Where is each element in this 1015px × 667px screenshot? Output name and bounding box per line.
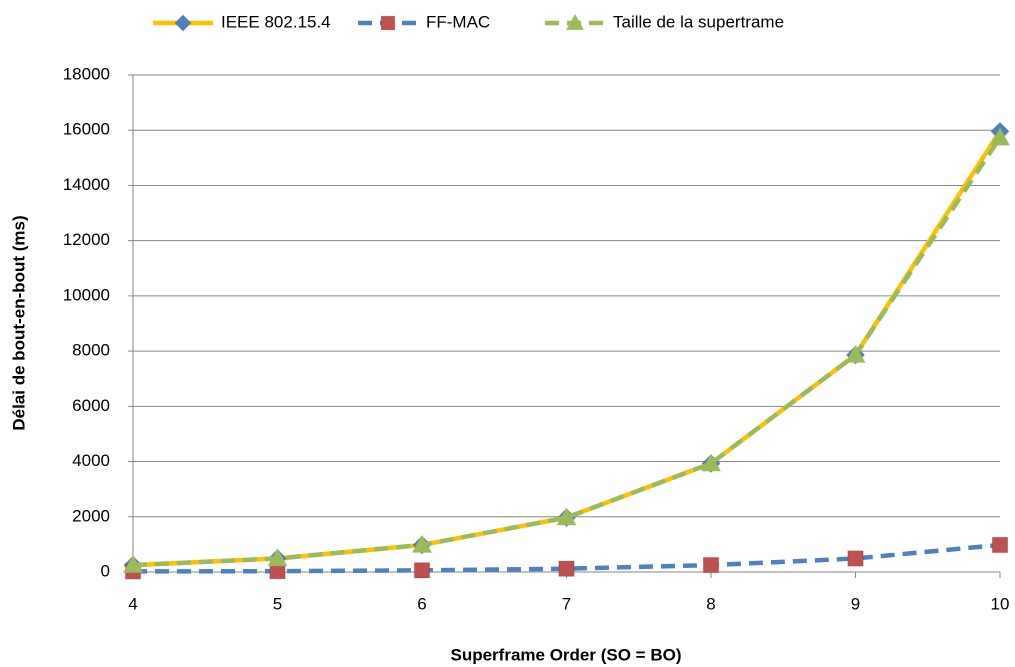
y-tick-label: 8000 <box>72 341 110 360</box>
marker <box>990 127 1010 146</box>
series-line <box>132 130 1002 568</box>
y-tick-label: 16000 <box>63 120 110 139</box>
x-tick-label: 5 <box>273 594 282 613</box>
marker <box>847 550 864 567</box>
y-tick-label: 6000 <box>72 396 110 415</box>
x-tick-label: 6 <box>417 594 426 613</box>
x-axis-title: Superframe Order (SO = BO) <box>451 645 682 664</box>
y-tick-label: 18000 <box>63 64 110 83</box>
marker <box>702 556 720 574</box>
x-tick-label: 9 <box>851 594 860 613</box>
marker <box>556 507 577 526</box>
marker <box>845 344 866 363</box>
marker <box>380 15 396 31</box>
legend-label: IEEE 802.15.4 <box>221 12 331 31</box>
x-tick-label: 4 <box>128 594 137 613</box>
legend-label: Taille de la supertrame <box>613 12 784 31</box>
marker <box>413 562 431 579</box>
y-tick-label: 12000 <box>63 230 110 249</box>
marker <box>558 560 575 577</box>
y-tick-label: 10000 <box>63 285 110 304</box>
marker <box>701 453 721 472</box>
x-tick-label: 8 <box>706 594 715 613</box>
marker <box>991 536 1009 554</box>
marker <box>267 548 288 567</box>
y-axis-title: Délai de bout-en-bout (ms) <box>9 215 28 430</box>
marker <box>412 534 432 553</box>
x-tick-label: 7 <box>562 594 571 613</box>
marker <box>566 13 584 30</box>
y-tick-label: 2000 <box>72 506 110 525</box>
x-tick-label: 10 <box>991 594 1010 613</box>
marker <box>174 14 192 32</box>
y-tick-label: 14000 <box>63 175 110 194</box>
legend-label: FF-MAC <box>426 12 490 31</box>
marker <box>123 555 143 573</box>
y-tick-label: 4000 <box>72 451 110 470</box>
y-tick-label: 0 <box>101 561 110 580</box>
